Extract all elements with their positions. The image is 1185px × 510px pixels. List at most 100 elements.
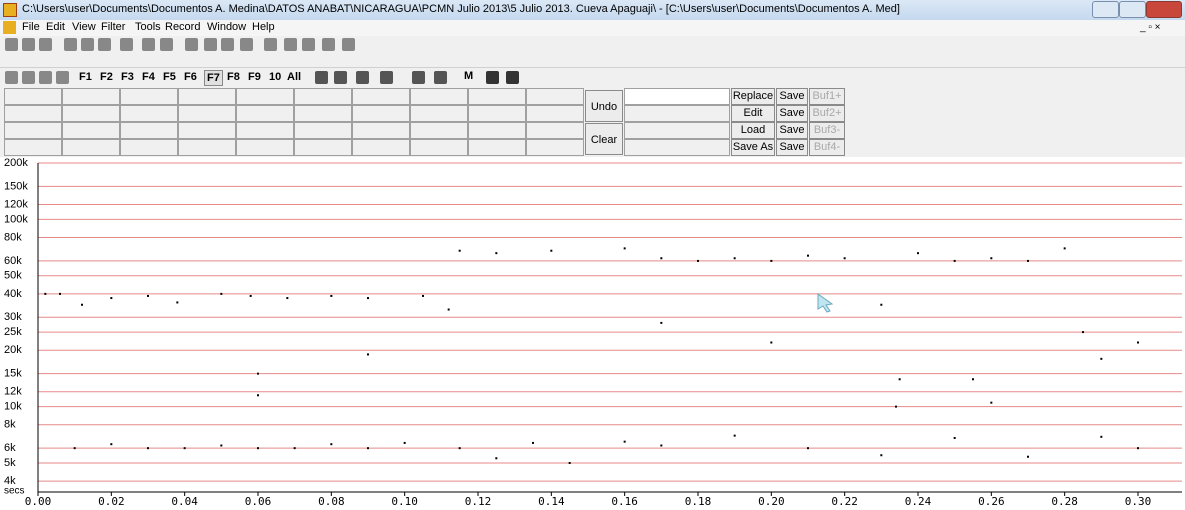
panel-cell[interactable] xyxy=(526,122,584,139)
buffer-action[interactable]: Edit xyxy=(731,105,775,122)
tool-icon[interactable] xyxy=(185,38,198,51)
menu-item[interactable]: Edit xyxy=(46,21,65,33)
tool-icon[interactable] xyxy=(5,38,18,51)
panel-cell[interactable] xyxy=(62,139,120,156)
panel-cell[interactable] xyxy=(526,139,584,156)
tool-icon[interactable] xyxy=(284,38,297,51)
tool-icon[interactable] xyxy=(302,38,315,51)
panel-cell[interactable] xyxy=(468,105,526,122)
text-field[interactable] xyxy=(624,139,730,156)
panel-cell[interactable] xyxy=(120,139,178,156)
tool-icon[interactable] xyxy=(315,71,328,84)
panel-cell[interactable] xyxy=(410,105,468,122)
panel-cell[interactable] xyxy=(62,88,120,105)
view-icon[interactable] xyxy=(56,71,69,84)
panel-cell[interactable] xyxy=(236,105,294,122)
text-field[interactable] xyxy=(624,88,730,105)
buffer-button[interactable]: Buf3- xyxy=(809,122,845,139)
menu-item[interactable]: Record xyxy=(165,21,201,33)
tool-icon[interactable] xyxy=(356,71,369,84)
panel-cell[interactable] xyxy=(4,122,62,139)
panel-cell[interactable] xyxy=(294,88,352,105)
tool-icon[interactable] xyxy=(142,38,155,51)
function-key[interactable]: F6 xyxy=(184,71,197,83)
panel-cell[interactable] xyxy=(120,105,178,122)
function-key[interactable]: F3 xyxy=(121,71,134,83)
view-icon[interactable] xyxy=(39,71,52,84)
view-icon[interactable] xyxy=(22,71,35,84)
panel-cell[interactable] xyxy=(4,139,62,156)
tool-icon[interactable] xyxy=(412,71,425,84)
mark-button[interactable]: M xyxy=(464,70,474,82)
buffer-action[interactable]: Load xyxy=(731,122,775,139)
panel-cell[interactable] xyxy=(236,139,294,156)
function-key[interactable]: 10 xyxy=(269,71,282,83)
menu-item[interactable]: Filter xyxy=(101,21,126,33)
panel-cell[interactable] xyxy=(352,88,410,105)
panel-cell[interactable] xyxy=(410,139,468,156)
menu-item[interactable]: Window xyxy=(207,21,247,33)
save-button[interactable]: Save xyxy=(776,105,808,122)
save-button[interactable]: Save xyxy=(776,122,808,139)
panel-cell[interactable] xyxy=(178,122,236,139)
tool-icon[interactable] xyxy=(334,71,347,84)
buffer-button[interactable]: Buf2+ xyxy=(809,105,845,122)
panel-cell[interactable] xyxy=(178,105,236,122)
panel-cell[interactable] xyxy=(352,122,410,139)
panel-cell[interactable] xyxy=(526,105,584,122)
undo-button[interactable]: Undo xyxy=(585,90,623,122)
tool-icon[interactable] xyxy=(39,38,52,51)
tool-icon[interactable] xyxy=(120,38,133,51)
minimize-button[interactable] xyxy=(1092,1,1119,18)
function-key[interactable]: F1 xyxy=(79,71,92,83)
tool-icon[interactable] xyxy=(22,38,35,51)
clear-button[interactable]: Clear xyxy=(585,123,623,155)
tool-icon[interactable] xyxy=(342,38,355,51)
buffer-button[interactable]: Buf4- xyxy=(809,139,845,156)
panel-cell[interactable] xyxy=(468,139,526,156)
mdi-controls[interactable]: _ ▫ × xyxy=(1140,22,1161,33)
menu-item[interactable]: Tools xyxy=(135,21,161,33)
tool-icon[interactable] xyxy=(434,71,447,84)
panel-cell[interactable] xyxy=(468,88,526,105)
tool-icon[interactable] xyxy=(322,38,335,51)
panel-cell[interactable] xyxy=(294,122,352,139)
function-key[interactable]: F9 xyxy=(248,71,261,83)
panel-cell[interactable] xyxy=(178,88,236,105)
function-key[interactable]: F2 xyxy=(100,71,113,83)
maximize-button[interactable] xyxy=(1119,1,1146,18)
view-icon[interactable] xyxy=(5,71,18,84)
text-field[interactable] xyxy=(624,105,730,122)
panel-cell[interactable] xyxy=(468,122,526,139)
panel-cell[interactable] xyxy=(294,105,352,122)
buffer-button[interactable]: Buf1+ xyxy=(809,88,845,105)
function-key[interactable]: F4 xyxy=(142,71,155,83)
tool-icon[interactable] xyxy=(240,38,253,51)
panel-cell[interactable] xyxy=(120,88,178,105)
function-key[interactable]: F8 xyxy=(227,71,240,83)
panel-cell[interactable] xyxy=(410,88,468,105)
panel-cell[interactable] xyxy=(526,88,584,105)
panel-cell[interactable] xyxy=(120,122,178,139)
panel-cell[interactable] xyxy=(410,122,468,139)
save-button[interactable]: Save xyxy=(776,88,808,105)
function-key[interactable]: F7 xyxy=(204,70,223,86)
panel-cell[interactable] xyxy=(4,88,62,105)
menu-item[interactable]: View xyxy=(72,21,96,33)
panel-cell[interactable] xyxy=(352,105,410,122)
panel-cell[interactable] xyxy=(62,105,120,122)
tool-icon[interactable] xyxy=(380,71,393,84)
tool-icon[interactable] xyxy=(204,38,217,51)
tool-icon[interactable] xyxy=(81,38,94,51)
function-key[interactable]: All xyxy=(287,71,302,83)
panel-cell[interactable] xyxy=(62,122,120,139)
tool-icon[interactable] xyxy=(264,38,277,51)
buffer-action[interactable]: Save As xyxy=(731,139,775,156)
save-button[interactable]: Save xyxy=(776,139,808,156)
tool-icon[interactable] xyxy=(98,38,111,51)
menu-item[interactable]: Help xyxy=(252,21,275,33)
panel-cell[interactable] xyxy=(236,88,294,105)
panel-cell[interactable] xyxy=(4,105,62,122)
tool-icon[interactable] xyxy=(64,38,77,51)
close-button[interactable] xyxy=(1146,1,1182,18)
